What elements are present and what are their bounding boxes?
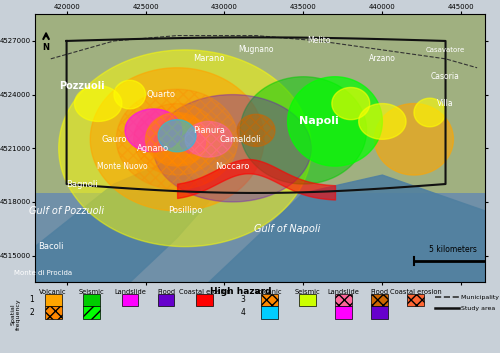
- Text: Flood: Flood: [370, 289, 388, 295]
- Text: N: N: [42, 43, 50, 52]
- Text: Mugnano: Mugnano: [238, 46, 274, 54]
- Polygon shape: [58, 50, 312, 247]
- Text: Marano: Marano: [193, 54, 224, 63]
- Bar: [45, 306, 62, 319]
- Text: Napoli: Napoli: [300, 116, 339, 126]
- Text: Villa: Villa: [437, 99, 454, 108]
- Text: Casavatore: Casavatore: [426, 47, 465, 53]
- Text: 5 kilometers: 5 kilometers: [430, 245, 478, 254]
- Polygon shape: [180, 132, 206, 154]
- Bar: [299, 294, 316, 306]
- Text: Monte Nuovo: Monte Nuovo: [96, 162, 147, 170]
- Text: Study area: Study area: [461, 306, 496, 311]
- Text: Pianura: Pianura: [192, 126, 224, 135]
- Polygon shape: [116, 89, 238, 190]
- Text: Noccaro: Noccaro: [215, 162, 250, 170]
- Polygon shape: [237, 114, 275, 146]
- Polygon shape: [288, 77, 382, 166]
- Text: Landslide: Landslide: [114, 289, 146, 295]
- Text: Municipality boundary: Municipality boundary: [461, 295, 500, 300]
- Polygon shape: [35, 157, 208, 282]
- Text: Arzano: Arzano: [369, 54, 396, 63]
- Bar: [158, 294, 174, 306]
- Bar: [371, 294, 388, 306]
- Text: Coastal erosion: Coastal erosion: [178, 289, 231, 295]
- Text: Seismic: Seismic: [295, 289, 320, 295]
- Polygon shape: [374, 103, 454, 175]
- Polygon shape: [114, 80, 146, 109]
- Text: 1: 1: [29, 295, 34, 304]
- Bar: [261, 294, 278, 306]
- Polygon shape: [90, 68, 264, 211]
- Polygon shape: [146, 114, 208, 164]
- Polygon shape: [158, 120, 196, 152]
- Bar: [335, 306, 352, 319]
- Polygon shape: [208, 175, 485, 282]
- Text: Camaldoli: Camaldoli: [220, 135, 261, 144]
- Bar: [196, 294, 213, 306]
- Polygon shape: [125, 109, 182, 152]
- Text: Volcanic: Volcanic: [256, 289, 283, 295]
- Bar: [371, 306, 388, 319]
- Bar: [45, 294, 62, 306]
- Polygon shape: [146, 113, 208, 166]
- Text: Posillipo: Posillipo: [168, 207, 202, 215]
- Text: Melito: Melito: [308, 36, 331, 46]
- Text: Landslide: Landslide: [328, 289, 360, 295]
- Text: Gulf of Napoli: Gulf of Napoli: [254, 224, 321, 234]
- Polygon shape: [185, 121, 232, 157]
- Bar: [83, 306, 100, 319]
- Text: Gulf of Pozzuoli: Gulf of Pozzuoli: [29, 206, 104, 216]
- Bar: [83, 294, 100, 306]
- Text: Flood: Flood: [157, 289, 175, 295]
- Text: Volcanic: Volcanic: [40, 289, 67, 295]
- Bar: [335, 294, 352, 306]
- Polygon shape: [74, 86, 122, 121]
- Polygon shape: [414, 98, 446, 127]
- Text: Agnano: Agnano: [138, 144, 170, 153]
- Bar: [122, 294, 138, 306]
- Bar: [407, 294, 424, 306]
- Polygon shape: [134, 103, 220, 175]
- Text: Gauro: Gauro: [101, 135, 126, 144]
- Text: Coastal erosion: Coastal erosion: [390, 289, 442, 295]
- Text: Seismic: Seismic: [79, 289, 104, 295]
- Text: 2: 2: [29, 308, 34, 317]
- Text: Monte di Procida: Monte di Procida: [14, 270, 72, 276]
- Text: Bacoli: Bacoli: [38, 242, 64, 251]
- Polygon shape: [240, 77, 366, 184]
- Polygon shape: [358, 103, 406, 139]
- Bar: [35, 14, 485, 193]
- Text: High hazard: High hazard: [210, 287, 271, 296]
- Text: 4: 4: [240, 308, 245, 317]
- Text: Quarto: Quarto: [147, 90, 176, 99]
- Polygon shape: [332, 88, 370, 120]
- Polygon shape: [154, 95, 312, 202]
- Text: Bagnoli: Bagnoli: [66, 180, 98, 189]
- Text: Spatial
frequency: Spatial frequency: [10, 299, 21, 330]
- Text: Casoria: Casoria: [431, 72, 460, 81]
- Bar: [261, 306, 278, 319]
- Text: 3: 3: [240, 295, 245, 304]
- Text: Pozzuoli: Pozzuoli: [60, 81, 105, 91]
